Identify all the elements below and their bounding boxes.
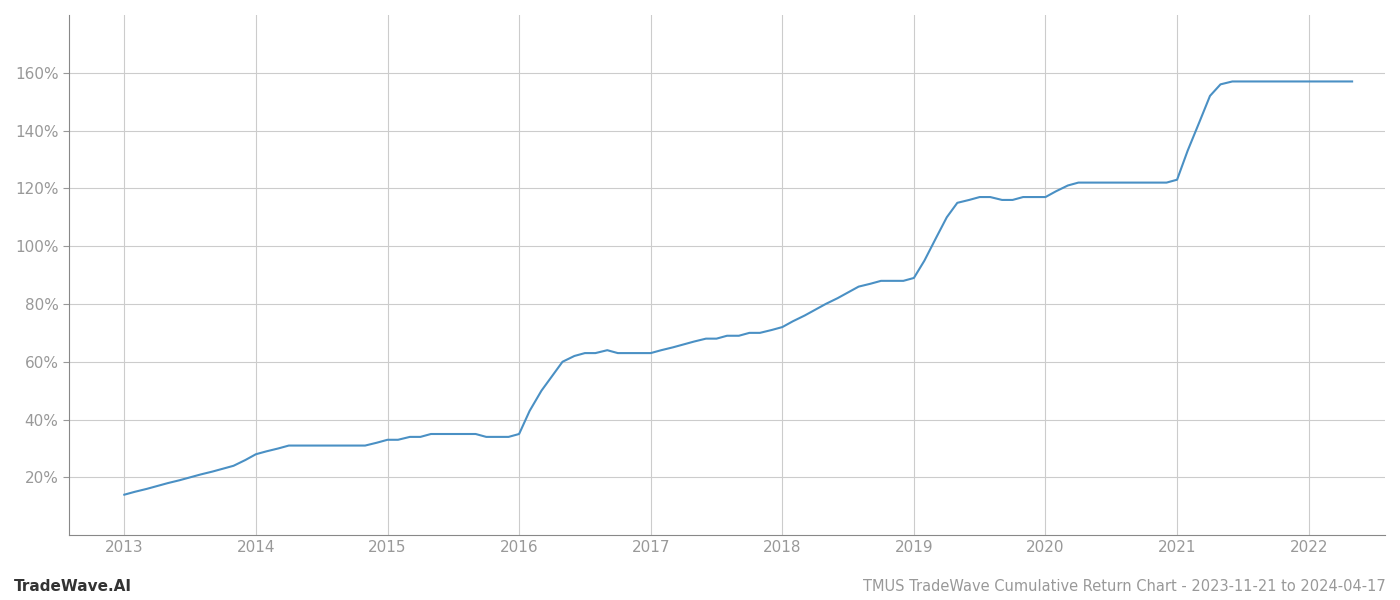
Text: TMUS TradeWave Cumulative Return Chart - 2023-11-21 to 2024-04-17: TMUS TradeWave Cumulative Return Chart -… [864,579,1386,594]
Text: TradeWave.AI: TradeWave.AI [14,579,132,594]
